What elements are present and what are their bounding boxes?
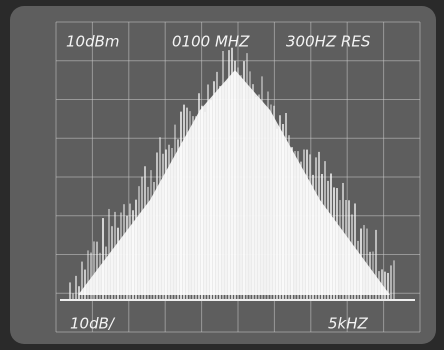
spectrum-mound [78,70,390,295]
center-frequency: 0100 MHZ [172,33,250,51]
reference-level: 10dBm [66,33,120,51]
vertical-scale: 10dB/ [70,315,116,333]
resolution-bandwidth: 300HZ RES [286,33,371,51]
spectrum-trace [60,47,415,301]
horizontal-scale: 5kHZ [328,315,369,333]
